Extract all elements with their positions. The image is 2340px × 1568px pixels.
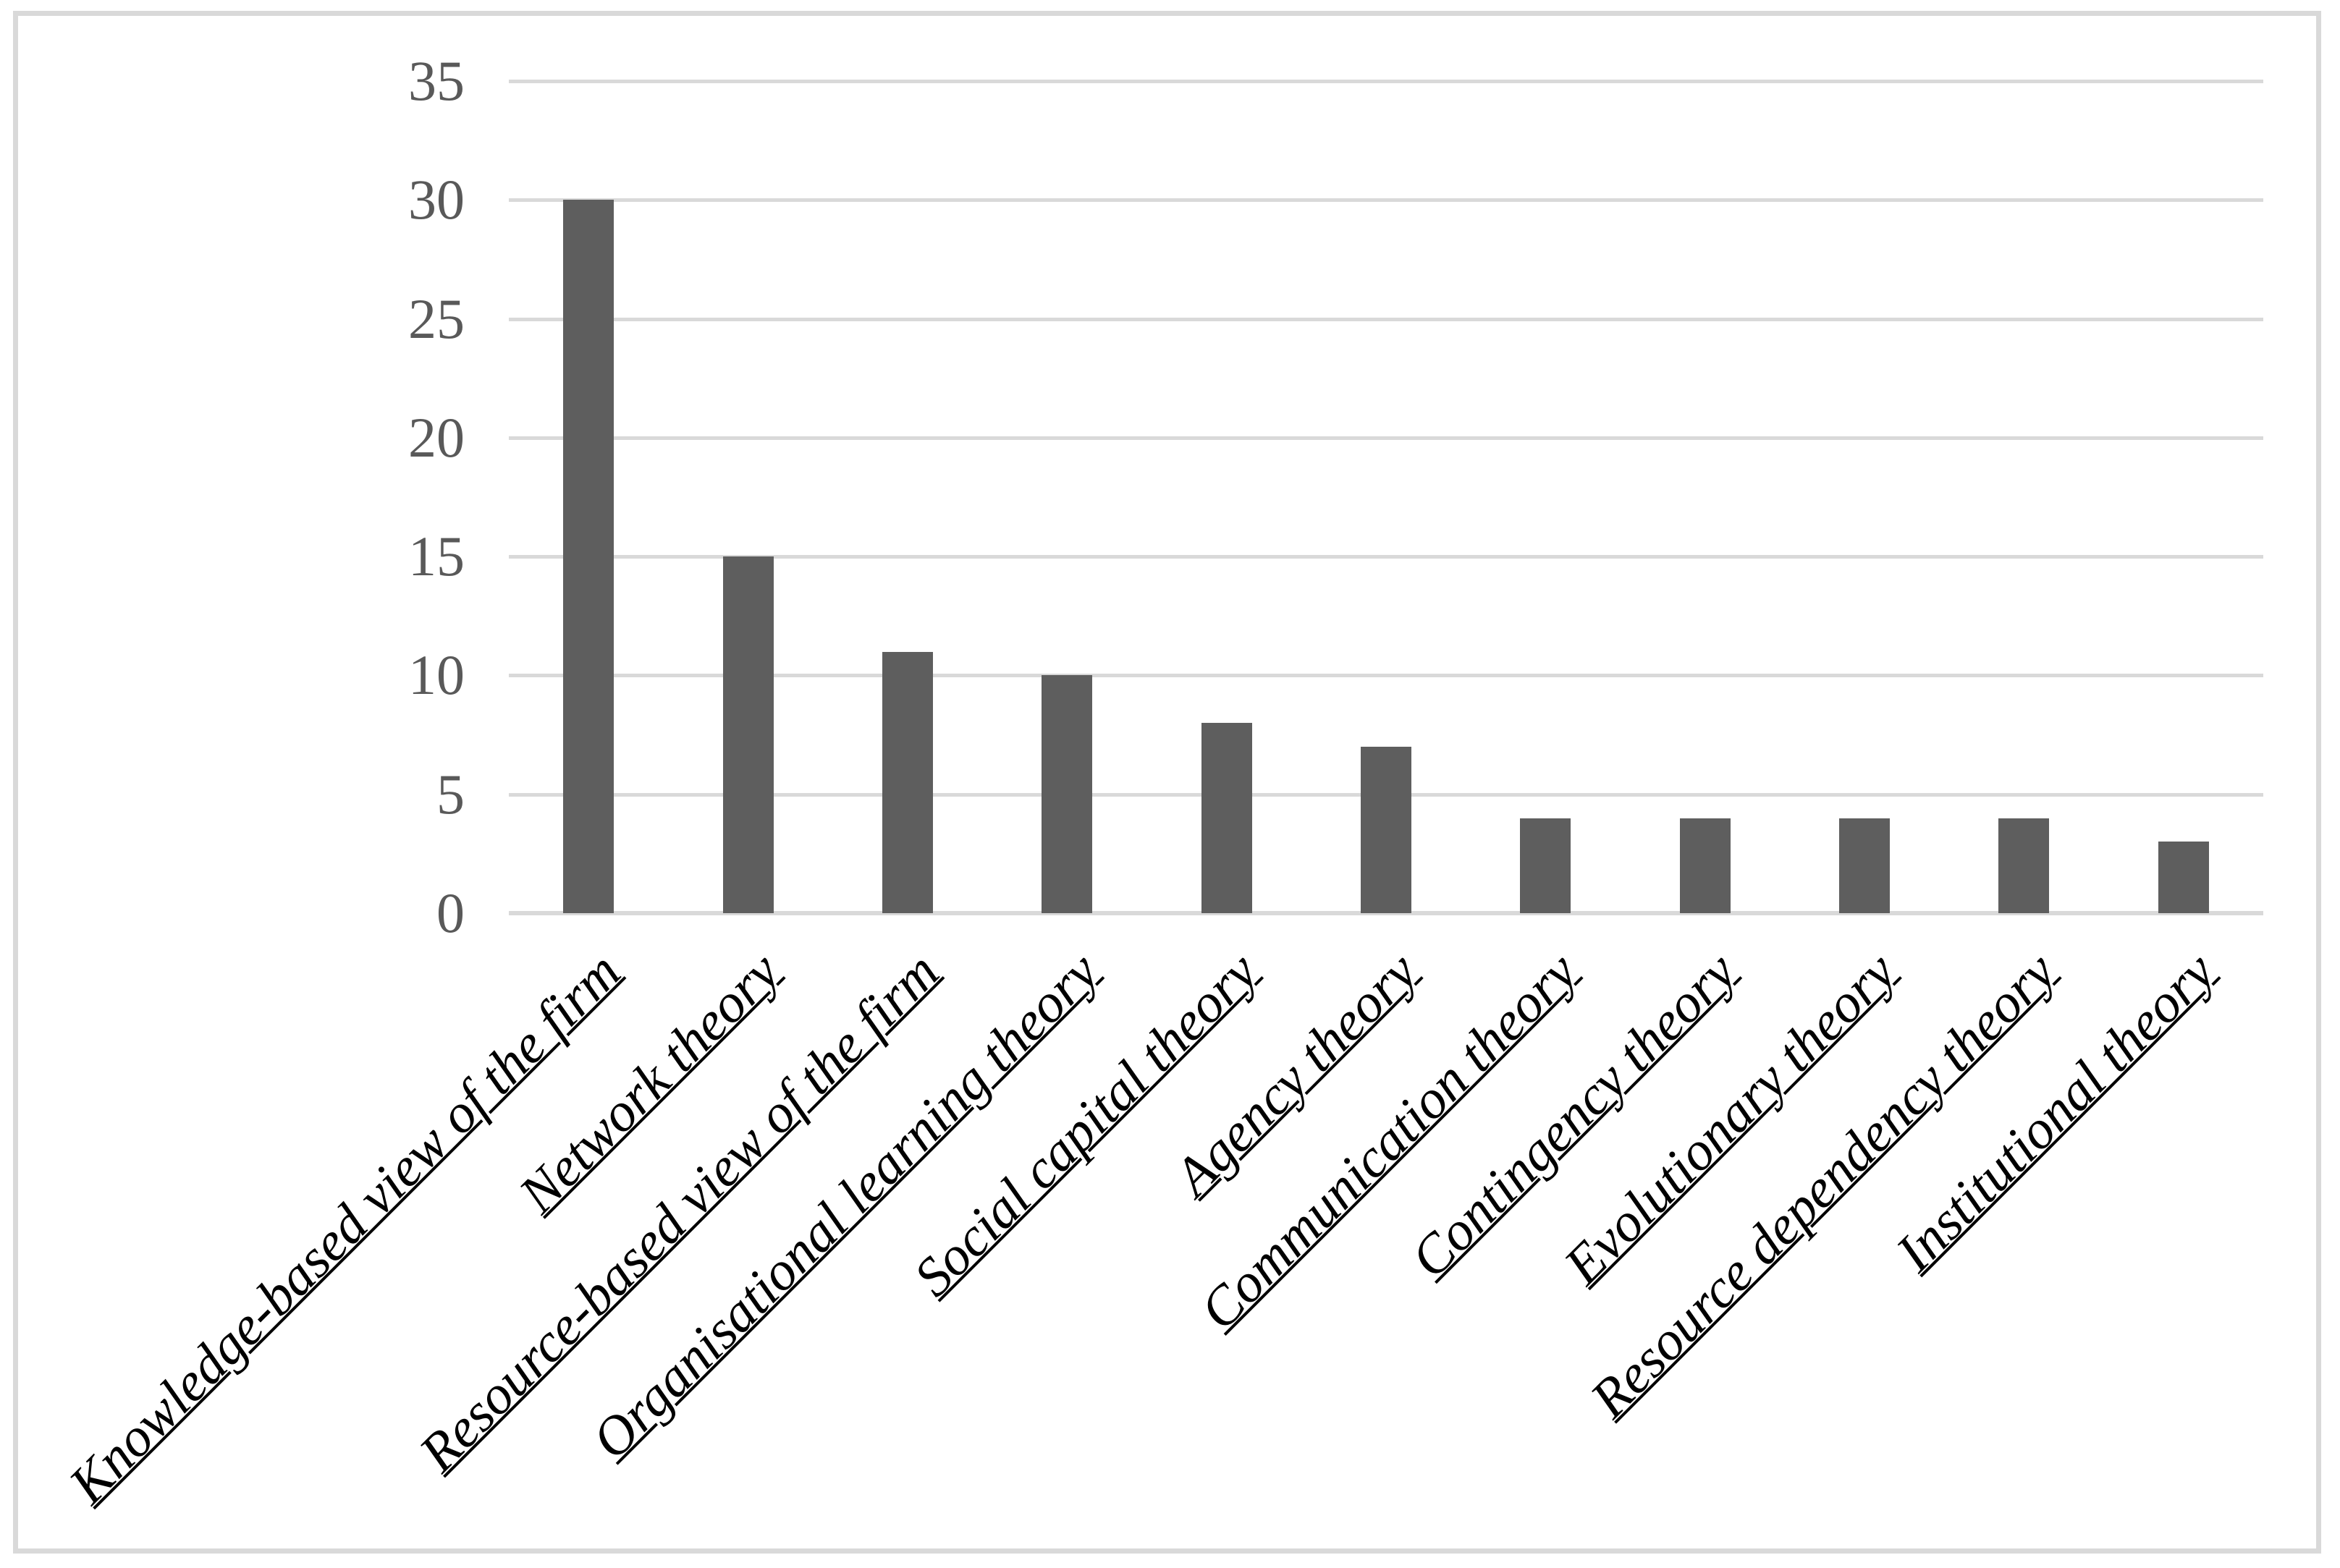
y-axis-tick-label: 5 xyxy=(436,762,465,826)
x-category-label-1: Knowledge-based view of the firm xyxy=(57,941,632,1516)
gridline-y-25 xyxy=(509,317,2263,321)
y-axis-tick-label: 0 xyxy=(436,881,465,944)
bar-7 xyxy=(1520,818,1571,913)
y-axis-tick-label: 20 xyxy=(408,405,465,469)
y-axis-tick-label: 25 xyxy=(408,287,465,350)
bar-9 xyxy=(1839,818,1891,913)
bar-8 xyxy=(1679,818,1731,913)
y-axis-tick-label: 15 xyxy=(408,525,465,588)
bar-11 xyxy=(2158,842,2209,913)
gridline-y-15 xyxy=(509,555,2263,559)
gridline-y-10 xyxy=(509,674,2263,678)
bar-4 xyxy=(1042,675,1093,913)
bar-6 xyxy=(1361,747,1411,913)
gridline-y-35 xyxy=(509,80,2263,83)
bar-3 xyxy=(882,651,933,913)
gridline-y-30 xyxy=(509,198,2263,203)
bar-5 xyxy=(1201,723,1252,913)
bar-10 xyxy=(1998,818,2050,913)
figure-border xyxy=(13,11,2321,1554)
x-axis-line xyxy=(509,911,2263,915)
bar-2 xyxy=(722,556,774,913)
y-axis-tick-label: 10 xyxy=(408,643,465,707)
y-axis-tick-label: 35 xyxy=(408,49,465,112)
bar-1 xyxy=(563,200,614,913)
gridline-y-20 xyxy=(509,436,2263,440)
y-axis-tick-label: 30 xyxy=(408,168,465,232)
